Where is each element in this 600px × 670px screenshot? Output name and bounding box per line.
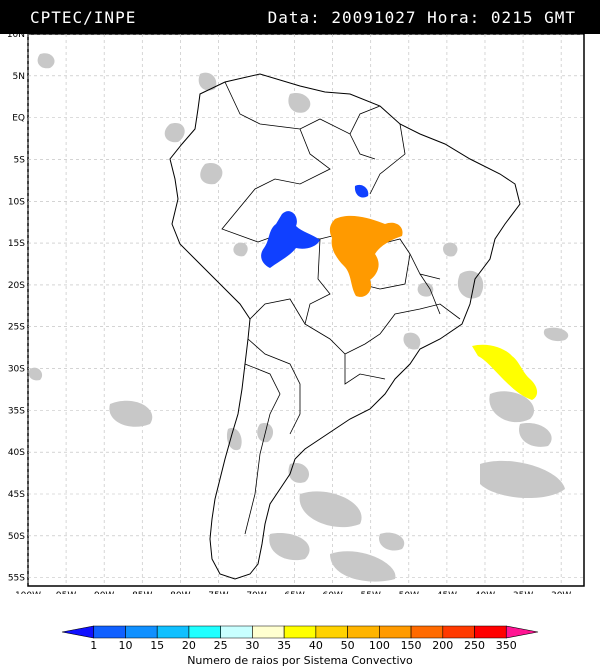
lon-label: 90W	[94, 591, 114, 594]
colorbar-tick: 50	[341, 639, 355, 652]
time-value: 0215	[490, 8, 534, 27]
lat-label: 15S	[8, 239, 25, 249]
storm-orange	[329, 215, 403, 297]
lon-label: 55W	[361, 591, 381, 594]
lat-label: 55S	[8, 574, 25, 584]
lon-label: 85W	[132, 591, 152, 594]
lon-label: 75W	[208, 591, 228, 594]
colorbar-tick: 100	[369, 639, 390, 652]
lat-label: 10S	[8, 197, 25, 207]
lat-label: EQ	[12, 114, 25, 124]
lon-label: 95W	[56, 591, 76, 594]
lat-label: 40S	[8, 448, 25, 458]
lat-label: 5N	[13, 72, 25, 82]
lon-label: 35W	[513, 591, 533, 594]
colorbar-segment	[347, 625, 380, 639]
colorbar-tick: 20	[182, 639, 196, 652]
cloud-patches	[28, 53, 569, 582]
colorbar-segment	[125, 625, 158, 639]
colorbar-segment	[61, 625, 95, 639]
lat-label: 25S	[8, 323, 25, 333]
longitude-labels: 100W 95W 90W 85W 80W 75W 70W 65W 60W 55W 50W 45W 40W…	[15, 591, 571, 601]
colorbar-tick: 350	[496, 639, 517, 652]
colorbar-segment	[315, 625, 348, 639]
colorbar-segment	[410, 625, 444, 639]
lon-label: 80W	[170, 591, 190, 594]
lat-label: 20S	[8, 281, 25, 291]
lon-label: 45W	[437, 591, 457, 594]
colorbar-tick: 1	[90, 639, 97, 652]
colorbar-segment	[156, 625, 190, 639]
lon-label: 60W	[322, 591, 342, 594]
lat-label: 35S	[8, 406, 25, 416]
storm-blue	[261, 184, 369, 268]
colorbar-tick: 40	[309, 639, 323, 652]
colorbar-segment	[505, 625, 539, 639]
date-label: Data:	[267, 8, 321, 27]
legend-title: Numero de raios por Sistema Convectivo	[187, 654, 413, 667]
lon-label: 30W	[551, 591, 571, 594]
timezone: GMT	[544, 8, 576, 27]
map-area: 10N 5N EQ 5S 10S 15S 20S 25S 30S 35S 40S 45S 50S 55S …	[0, 30, 600, 601]
lon-label: 100W	[15, 591, 41, 594]
colorbar-segment	[252, 625, 285, 639]
colorbar-tick: 150	[401, 639, 422, 652]
map-header: CPTEC/INPE Data: 20091027 Hora: 0215 GMT	[0, 0, 600, 34]
lat-label: 5S	[14, 155, 26, 165]
colorbar-tick: 30	[245, 639, 259, 652]
colorbar-segment	[220, 625, 253, 639]
colorbar-segment	[442, 625, 475, 639]
colorbar-segment	[283, 625, 317, 639]
colorbar-segment	[379, 625, 412, 639]
lon-label: 40W	[475, 591, 495, 594]
lat-label: 10N	[7, 34, 25, 40]
lat-label: 30S	[8, 365, 25, 375]
lon-label: 70W	[246, 591, 266, 594]
colorbar-segment	[188, 625, 221, 639]
latitude-labels: 10N 5N EQ 5S 10S 15S 20S 25S 30S 35S 40S 45S 50S 55S	[7, 30, 26, 584]
lat-label: 45S	[8, 490, 25, 500]
source-label: CPTEC/INPE	[30, 8, 137, 27]
colorbar-segment	[474, 625, 507, 639]
lat-label: 50S	[8, 532, 25, 542]
storm-yellow	[472, 344, 538, 400]
colorbar-segment	[93, 625, 126, 639]
colorbar-tick: 25	[214, 639, 228, 652]
colorbar-segments	[61, 625, 539, 639]
south-america-outline	[169, 73, 521, 580]
colorbar-tick: 15	[150, 639, 164, 652]
legend-colorbar: 1 10 15 20 25 30 35 40 50 100 150 200 250 350	[61, 625, 539, 652]
colorbar-tick: 250	[464, 639, 485, 652]
lon-label: 65W	[284, 591, 304, 594]
time-label: Hora:	[427, 8, 481, 27]
timestamp: Data: 20091027 Hora: 0215 GMT	[268, 8, 576, 27]
colorbar-tick: 200	[432, 639, 453, 652]
colorbar-tick-labels: 1 10 15 20 25 30 35 40 50 100 150 200 250 350	[90, 639, 517, 652]
date-value: 20091027	[331, 8, 417, 27]
lon-label: 50W	[399, 591, 419, 594]
colorbar-tick: 10	[118, 639, 132, 652]
map-svg: 10N5NEQ5S10S15S20S25S30S35S40S45S50S55S …	[7, 30, 585, 601]
colorbar-tick: 35	[277, 639, 291, 652]
